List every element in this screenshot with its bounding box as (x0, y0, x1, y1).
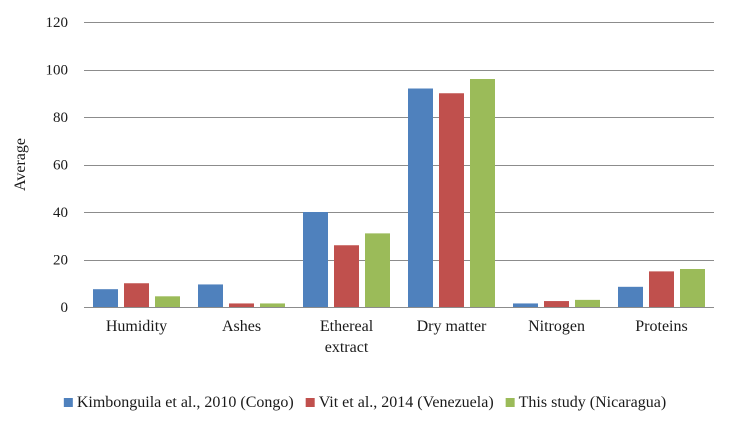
x-tick-label: Ashes (222, 318, 261, 335)
legend-swatch (63, 398, 73, 407)
y-tick-label: 100 (46, 63, 69, 79)
bar-1-5 (513, 303, 538, 307)
y-axis-tick-labels: 0 20 40 60 80 100 120 (46, 15, 69, 316)
bar-2-2 (229, 303, 254, 307)
bar-2-3 (334, 245, 359, 307)
legend-label: Kimbonguila et al., 2010 (Congo) (77, 394, 294, 411)
bar-3-4 (470, 79, 495, 307)
legend-item: This study (Nicaragua) (505, 394, 667, 411)
bar-1-2 (198, 284, 223, 307)
x-axis-category-labels: Humidity Ashes Ethereal extract Dry matter Ni… (106, 318, 688, 356)
x-tick-label: Humidity (106, 318, 167, 335)
bar-3-6 (680, 269, 705, 307)
bar-1-6 (618, 286, 643, 307)
x-tick-label: Ethereal extract (320, 318, 374, 356)
bar-2-6 (649, 271, 674, 307)
legend: Kimbonguila et al., 2010 (Congo) Vit et a… (63, 394, 667, 411)
bar-1-1 (93, 289, 118, 307)
gridlines (84, 22, 714, 261)
legend-item: Vit et al., 2014 (Venezuela) (305, 394, 494, 411)
bar-3-2 (260, 303, 285, 307)
x-tick-label: Nitrogen (528, 318, 585, 335)
x-tick-label: Proteins (635, 318, 687, 335)
bar-2-1 (124, 283, 149, 307)
legend-swatch (305, 398, 315, 407)
legend-label: This study (Nicaragua) (519, 394, 667, 411)
bar-3-1 (155, 296, 180, 307)
y-tick-label: 20 (53, 253, 68, 269)
y-tick-label: 0 (61, 300, 69, 316)
legend-label: Vit et al., 2014 (Venezuela) (319, 394, 494, 411)
bar-2-5 (544, 301, 569, 307)
bar-1-3 (303, 212, 328, 307)
legend-item: Kimbonguila et al., 2010 (Congo) (63, 394, 294, 411)
bar-3-5 (575, 299, 600, 307)
bars (93, 79, 705, 307)
y-tick-label: 40 (53, 205, 68, 221)
y-tick-label: 60 (53, 158, 68, 174)
bar-1-4 (408, 88, 433, 307)
y-tick-label: 80 (53, 110, 68, 126)
y-axis-title: Average (12, 138, 29, 191)
y-tick-label: 120 (46, 15, 69, 31)
bar-2-4 (439, 93, 464, 307)
x-tick-label: Dry matter (417, 318, 487, 335)
bar-3-3 (365, 233, 390, 307)
legend-swatch (505, 398, 515, 407)
